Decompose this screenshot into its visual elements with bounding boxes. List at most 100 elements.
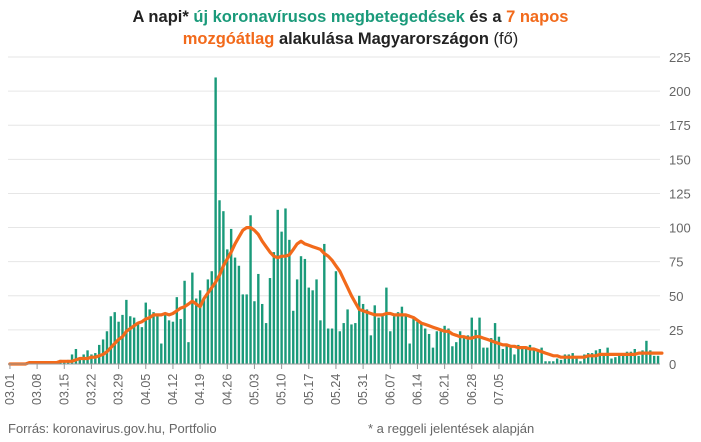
- daily-case-bar: [365, 309, 369, 364]
- daily-case-bar: [183, 280, 186, 364]
- daily-case-bar: [412, 318, 415, 364]
- daily-case-bar: [408, 343, 411, 364]
- daily-case-bar: [338, 331, 342, 364]
- daily-case-bar: [206, 279, 210, 364]
- daily-case-bar: [466, 335, 470, 364]
- daily-case-bar: [385, 287, 388, 364]
- title-line-2: mozgóátlag alakulása Magyarországon (fő): [0, 28, 701, 50]
- chart-title: A napi* új koronavírusos megbetegedések …: [0, 6, 701, 50]
- daily-case-bar: [117, 321, 120, 364]
- moving-average-line: [8, 226, 664, 366]
- daily-case-bar: [175, 297, 179, 364]
- daily-case-bar: [579, 361, 582, 364]
- daily-case-bar: [350, 324, 353, 364]
- daily-case-bar: [140, 327, 144, 364]
- daily-case-bar: [284, 208, 287, 364]
- daily-case-bar: [431, 347, 435, 364]
- daily-case-bar: [136, 324, 140, 364]
- x-tick-label: 03.29: [112, 374, 126, 405]
- daily-case-bar: [132, 317, 136, 364]
- daily-case-bar: [629, 351, 633, 364]
- daily-case-bar: [621, 355, 625, 364]
- y-tick-label: 175: [669, 118, 691, 133]
- daily-case-bar: [268, 278, 272, 364]
- daily-case-bar: [280, 231, 283, 364]
- daily-case-bar: [517, 344, 520, 364]
- daily-case-bar: [555, 358, 559, 364]
- daily-case-bar: [272, 252, 276, 364]
- daily-case-bar: [423, 328, 427, 364]
- daily-case-bar: [540, 347, 543, 364]
- daily-case-bar: [202, 298, 206, 364]
- daily-case-bar: [241, 294, 245, 364]
- x-tick-label: 03.15: [57, 374, 71, 405]
- daily-case-bar: [420, 323, 423, 364]
- y-tick-label: 50: [669, 289, 683, 304]
- daily-case-bar: [567, 354, 571, 364]
- y-tick-label: 25: [669, 323, 683, 338]
- daily-case-bar: [377, 317, 380, 364]
- daily-case-bar: [249, 215, 252, 364]
- daily-case-bar: [105, 331, 109, 364]
- daily-case-bar: [404, 313, 408, 364]
- y-tick-label: 100: [669, 221, 691, 236]
- daily-case-bar: [501, 348, 505, 364]
- daily-case-bar: [214, 77, 217, 364]
- daily-case-bar: [361, 303, 365, 364]
- daily-case-bar: [237, 265, 241, 364]
- x-tick-label: 05.03: [247, 374, 261, 405]
- daily-case-bar: [447, 328, 450, 364]
- daily-case-bar: [129, 316, 132, 364]
- daily-case-bar: [536, 350, 539, 364]
- x-tick-label: 04.12: [166, 374, 180, 405]
- daily-case-bar: [544, 361, 547, 364]
- daily-cases-bars: [51, 77, 660, 364]
- x-tick-label: 05.24: [329, 374, 343, 405]
- daily-case-bar: [218, 200, 221, 364]
- daily-case-bar: [260, 303, 264, 364]
- daily-case-bar: [369, 335, 373, 364]
- footnote: * a reggeli jelentések alapján: [368, 421, 535, 436]
- y-tick-label: 200: [669, 84, 691, 99]
- daily-case-bar: [326, 328, 330, 364]
- daily-case-bar: [575, 357, 578, 364]
- daily-case-bar: [435, 331, 439, 364]
- daily-case-bar: [276, 209, 279, 364]
- daily-case-bar: [70, 354, 74, 364]
- daily-case-bar: [307, 287, 310, 364]
- daily-case-bar: [458, 331, 462, 364]
- daily-case-bar: [637, 355, 640, 364]
- y-tick-label: 225: [669, 50, 691, 65]
- daily-case-bar: [198, 290, 202, 364]
- daily-case-bar: [462, 338, 466, 364]
- daily-case-bar: [253, 301, 256, 364]
- x-tick-label: 03.08: [30, 374, 44, 405]
- daily-case-bar: [513, 354, 516, 364]
- daily-case-bar: [334, 271, 338, 364]
- daily-case-bar: [583, 354, 586, 364]
- daily-case-bar: [342, 323, 345, 364]
- daily-case-bar: [226, 249, 229, 364]
- daily-case-bar: [482, 347, 485, 364]
- daily-case-bar: [586, 353, 590, 364]
- daily-case-bar: [400, 306, 404, 364]
- daily-case-bar: [590, 353, 594, 364]
- x-tick-label: 06.07: [383, 374, 397, 405]
- daily-case-bar: [641, 350, 644, 364]
- y-tick-label: 0: [669, 357, 676, 372]
- daily-case-bar: [152, 312, 155, 364]
- daily-case-bar: [396, 312, 400, 364]
- title-unit: (fő): [488, 30, 519, 48]
- daily-case-bar: [610, 358, 613, 364]
- daily-case-bar: [451, 346, 454, 364]
- daily-case-bar: [392, 316, 396, 364]
- daily-case-bar: [532, 350, 536, 364]
- y-axis-ticks: 0 25 50 75 100 125 150 175 200 225: [669, 50, 691, 372]
- daily-case-bar: [548, 361, 551, 364]
- daily-case-bar: [109, 316, 113, 364]
- daily-case-bar: [101, 339, 105, 364]
- daily-case-bar: [319, 320, 322, 364]
- daily-case-bar: [295, 279, 299, 364]
- daily-case-bar: [598, 348, 602, 364]
- daily-case-bar: [78, 359, 82, 364]
